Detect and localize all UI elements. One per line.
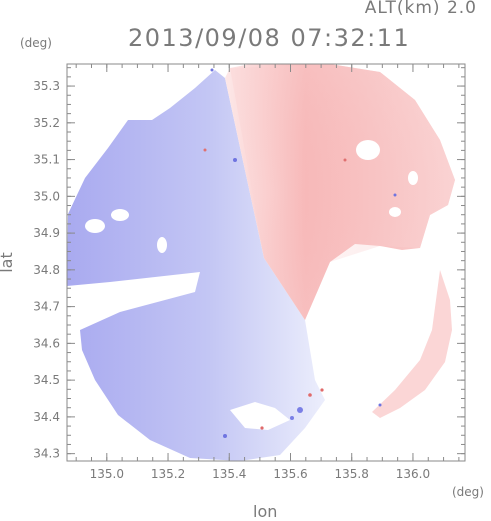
y-tick-label: 34.3 bbox=[33, 447, 60, 461]
x-axis-label: lon bbox=[253, 502, 278, 521]
y-tick-label: 34.4 bbox=[33, 410, 60, 424]
altitude-label: ALT(km) 2.0 bbox=[364, 0, 477, 18]
x-tick-label: 135.4 bbox=[212, 467, 246, 481]
x-tick-label: 135.0 bbox=[90, 467, 124, 481]
timestamp-title: 2013/09/08 07:32:11 bbox=[128, 24, 411, 52]
y-tick-label: 34.6 bbox=[33, 336, 60, 350]
x-tick-label: 135.2 bbox=[151, 467, 185, 481]
plot-axes: 135.0 135.2 135.4 135.6 135.8 136.0 34.3 34.4 34… bbox=[33, 63, 466, 481]
y-tick-label: 35.0 bbox=[33, 189, 60, 203]
x-tick-label: 135.6 bbox=[273, 467, 307, 481]
plot-frame bbox=[66, 63, 466, 462]
x-tick-label: 135.8 bbox=[335, 467, 369, 481]
y-tick-label: 35.1 bbox=[33, 153, 60, 167]
y-unit-label: (deg) bbox=[20, 36, 52, 50]
y-tick-label: 34.8 bbox=[33, 263, 60, 277]
x-tick-label: 136.0 bbox=[396, 467, 430, 481]
radar-echo-outer-arc bbox=[372, 270, 452, 418]
y-tick-label: 35.2 bbox=[33, 116, 60, 130]
radar-echo-approaching bbox=[67, 70, 325, 461]
x-unit-label: (deg) bbox=[452, 485, 484, 499]
y-tick-label: 35.3 bbox=[33, 79, 60, 93]
y-tick-label: 34.5 bbox=[33, 373, 60, 387]
y-tick-label: 34.7 bbox=[33, 300, 60, 314]
y-tick-label: 34.9 bbox=[33, 226, 60, 240]
